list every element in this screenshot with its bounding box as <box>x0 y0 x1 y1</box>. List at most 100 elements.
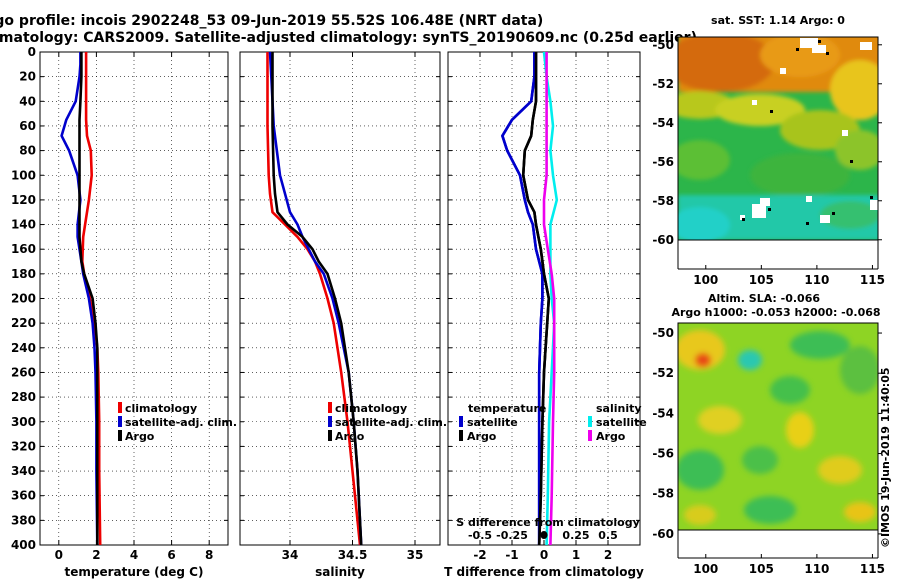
map-y-tick-label: -52 <box>652 366 674 380</box>
difference-panel: -2 -1 0 1 2 T difference from climatology <box>444 51 644 579</box>
legend-label-argo: Argo <box>125 430 155 443</box>
series-line-top-temperature-argo <box>521 52 551 546</box>
legend-swatch-argo <box>118 430 122 441</box>
figure-title-line1: Argo profile: incois 2902248_53 09-Jun-2… <box>0 13 543 29</box>
legend-swatch-satellite-2 <box>328 416 332 427</box>
depth-tick-label: 80 <box>19 144 36 158</box>
s-axis-zero-marker <box>540 531 548 539</box>
series-line-salinity-argo <box>542 52 556 546</box>
depth-tick-label: 0 <box>28 45 36 59</box>
x-tick-label: -1 <box>505 548 518 562</box>
legend-label-t-satellite: satellite <box>467 416 518 429</box>
series-line-argo <box>78 52 99 545</box>
x-tick-label: 6 <box>167 548 175 562</box>
depth-tick-label: 200 <box>11 292 36 306</box>
x-tick-label: -2 <box>473 548 486 562</box>
legend-label-s-satellite: satellite <box>596 416 647 429</box>
altimetry-map: Altim. SLA: -0.066 Argo h1000: -0.053 h2… <box>652 292 885 576</box>
depth-tick-label: 180 <box>11 267 36 281</box>
map-y-tick-label: -60 <box>652 527 674 541</box>
figure-title-line2: Climatology: CARS2009. Satellite-adjuste… <box>0 30 697 46</box>
legend-differences: temperature satellite Argo salinity sate… <box>459 402 647 443</box>
series-line-argo <box>271 52 363 546</box>
legend-swatch-climatology <box>118 402 122 413</box>
altimetry-map-title2: Argo h1000: -0.053 h2000: -0.068 <box>671 306 880 319</box>
depth-tick-label: 100 <box>11 168 36 182</box>
legend-swatch-satellite <box>118 416 122 427</box>
x-axis-label: T difference from climatology <box>444 565 644 579</box>
sst-map-missing-data <box>740 38 878 223</box>
x-tick-label: 35 <box>407 548 424 562</box>
s-axis-tick-label: -0.25 <box>496 529 528 542</box>
legend-swatch-t-satellite <box>459 416 463 427</box>
depth-tick-label: 140 <box>11 218 36 232</box>
map-y-tick-label: -50 <box>652 38 674 52</box>
map-x-tick-label: 100 <box>693 562 718 576</box>
depth-tick-label: 40 <box>19 94 36 108</box>
map-x-tick-label: 110 <box>804 562 829 576</box>
depth-tick-label: 400 <box>11 538 36 552</box>
x-axis-label: temperature (deg C) <box>65 565 204 579</box>
x-axis-label: salinity <box>315 565 365 579</box>
s-axis-tick-label: 0.25 <box>562 529 589 542</box>
plot-frame <box>239 51 441 546</box>
depth-tick-label: 380 <box>11 513 36 527</box>
x-tick-label: 2 <box>604 548 612 562</box>
map-y-tick-label: -56 <box>652 155 674 169</box>
legend-swatch-s-satellite <box>588 416 592 427</box>
series-line-satellite-adj-clim- <box>268 51 363 546</box>
legend-label-satellite-2: satellite-adj. clim. <box>335 416 447 429</box>
map-x-tick-label: 115 <box>860 562 885 576</box>
depth-tick-label: 340 <box>11 464 36 478</box>
s-difference-axis: S difference from climatology -0.5 -0.25 0… <box>456 516 640 542</box>
x-tick-label: 4 <box>130 548 138 562</box>
legend-swatch-s-argo <box>588 430 592 441</box>
legend-temperature: climatology satellite-adj. clim. Argo <box>118 402 237 443</box>
series-line-satellite-adj-clim- <box>60 52 99 546</box>
legend-salinity: climatology satellite-adj. clim. Argo <box>328 402 447 443</box>
altimetry-map-image <box>678 323 878 530</box>
depth-tick-label: 60 <box>19 119 36 133</box>
x-tick-label: 34 <box>282 548 299 562</box>
altimetry-map-title1: Altim. SLA: -0.066 <box>708 292 820 305</box>
legend-label-argo-2: Argo <box>335 430 365 443</box>
salinity-panel: 34 34.5 35 salinity <box>239 51 441 579</box>
map-y-tick-label: -60 <box>652 233 674 247</box>
x-tick-label: 1 <box>572 548 580 562</box>
legend-label-satellite: satellite-adj. clim. <box>125 416 237 429</box>
x-tick-label: 34.5 <box>338 548 368 562</box>
map-y-tick-label: -58 <box>652 487 674 501</box>
map-y-tick-label: -52 <box>652 77 674 91</box>
legend-swatch-climatology-2 <box>328 402 332 413</box>
x-tick-label: 0 <box>55 548 63 562</box>
sst-map-title: sat. SST: 1.14 Argo: 0 <box>711 14 845 27</box>
map-x-tick-label: 110 <box>804 273 829 287</box>
legend-header-temperature: temperature <box>468 402 546 415</box>
series-line-top-temperature-satellite <box>501 52 544 545</box>
legend-label-s-argo: Argo <box>596 430 626 443</box>
x-tick-label: 0 <box>540 548 548 562</box>
x-tick-label: 8 <box>205 548 213 562</box>
sst-map-image <box>678 37 878 240</box>
legend-label-t-argo: Argo <box>467 430 497 443</box>
map-x-tick-label: 105 <box>749 273 774 287</box>
sst-map-frame <box>677 36 879 241</box>
depth-tick-label: 360 <box>11 489 36 503</box>
depth-tick-label: 160 <box>11 242 36 256</box>
s-axis-tick-label: -0.5 <box>468 529 492 542</box>
series-line-climatology <box>266 52 362 546</box>
x-tick-label: 2 <box>92 548 100 562</box>
legend-label-climatology: climatology <box>125 402 197 415</box>
legend-swatch-t-argo <box>459 430 463 441</box>
temperature-panel: 0204060801001201401601802002202402602803… <box>11 45 229 579</box>
sst-map-coast-specks <box>742 40 873 225</box>
sst-map: sat. SST: 1.14 Argo: 0 <box>652 14 885 287</box>
map-y-tick-label: -58 <box>652 194 674 208</box>
legend-header-salinity: salinity <box>596 402 642 415</box>
depth-tick-label: 260 <box>11 365 36 379</box>
map-x-tick-label: 105 <box>749 562 774 576</box>
depth-tick-label: 220 <box>11 316 36 330</box>
depth-tick-label: 280 <box>11 390 36 404</box>
series-line-salinity-satellite <box>542 51 559 546</box>
